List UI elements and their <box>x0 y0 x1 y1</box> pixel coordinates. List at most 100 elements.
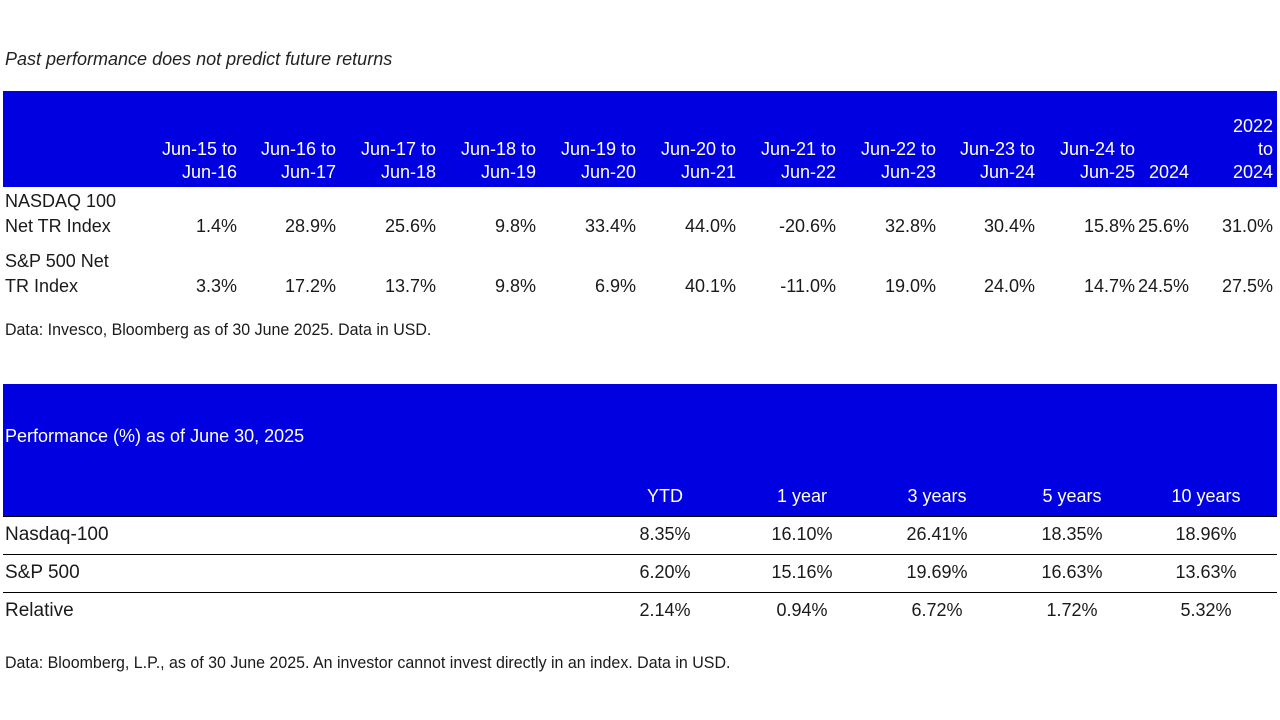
table-cell: 16.10% <box>771 524 833 544</box>
column-header-line: Jun-19 to <box>560 139 636 159</box>
table-cell: 25.6% <box>384 216 436 236</box>
column-header-line: 2022 <box>1232 116 1273 136</box>
table-row: Relative 2.14% 0.94% 6.72% 1.72% 5.32% <box>3 593 1277 630</box>
column-header-line: Jun-17 <box>280 162 336 182</box>
table-cell: 24.5% <box>1137 276 1189 296</box>
performance-source-note: Data: Bloomberg, L.P., as of 30 June 202… <box>5 653 731 672</box>
table-cell: -20.6% <box>778 216 836 236</box>
row-label-line: TR Index <box>5 276 79 296</box>
table-cell: 13.7% <box>384 276 436 296</box>
table-cell: 6.9% <box>594 276 636 296</box>
table-cell: 16.63% <box>1041 562 1103 582</box>
column-header-line: to <box>1257 139 1273 159</box>
table-cell: 9.8% <box>494 216 536 236</box>
column-header-line: Jun-18 <box>380 162 436 182</box>
table-cell: 15.8% <box>1083 216 1135 236</box>
column-header: 2024 <box>1149 161 1189 184</box>
column-header-line: Jun-22 to <box>860 139 936 159</box>
column-header: Jun-23 to Jun-24 <box>960 138 1035 184</box>
column-header-line: Jun-23 to <box>959 139 1035 159</box>
column-header: Jun-17 to Jun-18 <box>361 138 436 184</box>
column-header: Jun-21 to Jun-22 <box>761 138 836 184</box>
table-cell: 9.8% <box>494 276 536 296</box>
column-header: Jun-20 to Jun-21 <box>661 138 736 184</box>
table-cell: 3.3% <box>195 276 237 296</box>
column-header: Jun-15 to Jun-16 <box>162 138 237 184</box>
table-cell: -11.0% <box>780 276 836 296</box>
disclaimer-text: Past performance does not predict future… <box>5 49 393 69</box>
row-label: NASDAQ 100 Net TR Index <box>5 189 116 239</box>
column-header: 2022 to 2024 <box>1233 115 1273 184</box>
table-cell: 8.35% <box>639 524 691 544</box>
row-label-line: S&P 500 Net <box>5 251 109 271</box>
column-header-line: Jun-16 <box>181 162 237 182</box>
column-header-line: 2024 <box>1232 162 1273 182</box>
annual-returns-table: Jun-15 to Jun-16 Jun-16 to Jun-17 Jun-17 to J… <box>3 91 1277 307</box>
table-cell: 28.9% <box>284 216 336 236</box>
column-header-line: Jun-25 <box>1079 162 1135 182</box>
column-header: Jun-16 to Jun-17 <box>261 138 336 184</box>
performance-table: Performance (%) as of June 30, 2025 YTD 1… <box>3 384 1277 630</box>
column-header-line: Jun-22 <box>780 162 836 182</box>
row-label: S&P 500 <box>5 562 80 583</box>
column-header: YTD <box>647 486 683 506</box>
table-cell: 6.20% <box>639 562 691 582</box>
table-cell: 1.72% <box>1046 600 1098 620</box>
row-label: Relative <box>5 600 74 621</box>
table-cell: 33.4% <box>584 216 636 236</box>
table-cell: 6.72% <box>911 600 963 620</box>
column-header-line: Jun-21 <box>680 162 736 182</box>
table-row: S&P 500 6.20% 15.16% 19.69% 16.63% 13.63% <box>3 555 1277 593</box>
table-cell: 18.35% <box>1041 524 1103 544</box>
table-cell: 25.6% <box>1137 216 1189 236</box>
table-cell: 0.94% <box>776 600 828 620</box>
column-header: 10 years <box>1171 486 1241 506</box>
row-label-line: Net TR Index <box>5 216 111 236</box>
table-cell: 17.2% <box>284 276 336 296</box>
table-cell: 40.1% <box>684 276 736 296</box>
column-header-line: Jun-24 to <box>1059 139 1135 159</box>
performance-table-title: Performance (%) as of June 30, 2025 <box>5 426 305 446</box>
column-header-line: Jun-20 <box>580 162 636 182</box>
column-header: 1 year <box>776 486 828 506</box>
column-header-line: Jun-23 <box>880 162 936 182</box>
column-header: Jun-22 to Jun-23 <box>861 138 936 184</box>
column-header-line: Jun-19 <box>480 162 536 182</box>
table-cell: 15.16% <box>771 562 833 582</box>
table-cell: 30.4% <box>983 216 1035 236</box>
column-header: Jun-19 to Jun-20 <box>561 138 636 184</box>
column-header: 5 years <box>1042 486 1102 506</box>
table-row: NASDAQ 100 Net TR Index 1.4% 28.9% 25.6% 9.8%… <box>3 187 1277 247</box>
table-cell: 32.8% <box>884 216 936 236</box>
table-cell: 13.63% <box>1175 562 1237 582</box>
table-cell: 19.0% <box>884 276 936 296</box>
table-cell: 18.96% <box>1175 524 1237 544</box>
performance-header: Performance (%) as of June 30, 2025 YTD 1… <box>3 384 1277 517</box>
column-header: 3 years <box>907 486 967 506</box>
column-header-line: 2024 <box>1148 162 1189 182</box>
annual-returns-header: Jun-15 to Jun-16 Jun-16 to Jun-17 Jun-17 to J… <box>3 91 1277 187</box>
table-row: Nasdaq-100 8.35% 16.10% 26.41% 18.35% 18.96% <box>3 517 1277 555</box>
table-cell: 2.14% <box>639 600 691 620</box>
column-header-line: Jun-24 <box>979 162 1035 182</box>
table-cell: 5.32% <box>1180 600 1232 620</box>
column-header-line: Jun-15 to <box>161 139 237 159</box>
table-cell: 26.41% <box>906 524 968 544</box>
table-cell: 31.0% <box>1221 216 1273 236</box>
table-cell: 44.0% <box>684 216 736 236</box>
column-header-line: Jun-20 to <box>660 139 736 159</box>
column-header-line: Jun-21 to <box>760 139 836 159</box>
column-header-line: Jun-16 to <box>260 139 336 159</box>
table-cell: 1.4% <box>195 216 237 236</box>
table-row: S&P 500 Net TR Index 3.3% 17.2% 13.7% 9.8% 6.9… <box>3 247 1277 307</box>
table-cell: 24.0% <box>983 276 1035 296</box>
table-cell: 14.7% <box>1083 276 1135 296</box>
row-label-line: NASDAQ 100 <box>5 191 117 211</box>
column-header-line: Jun-17 to <box>360 139 436 159</box>
column-header: Jun-24 to Jun-25 <box>1060 138 1135 184</box>
row-label: Nasdaq-100 <box>5 524 109 545</box>
table-cell: 19.69% <box>906 562 968 582</box>
column-header: Jun-18 to Jun-19 <box>461 138 536 184</box>
table-cell: 27.5% <box>1221 276 1273 296</box>
annual-returns-source-note: Data: Invesco, Bloomberg as of 30 June 2… <box>5 320 432 339</box>
